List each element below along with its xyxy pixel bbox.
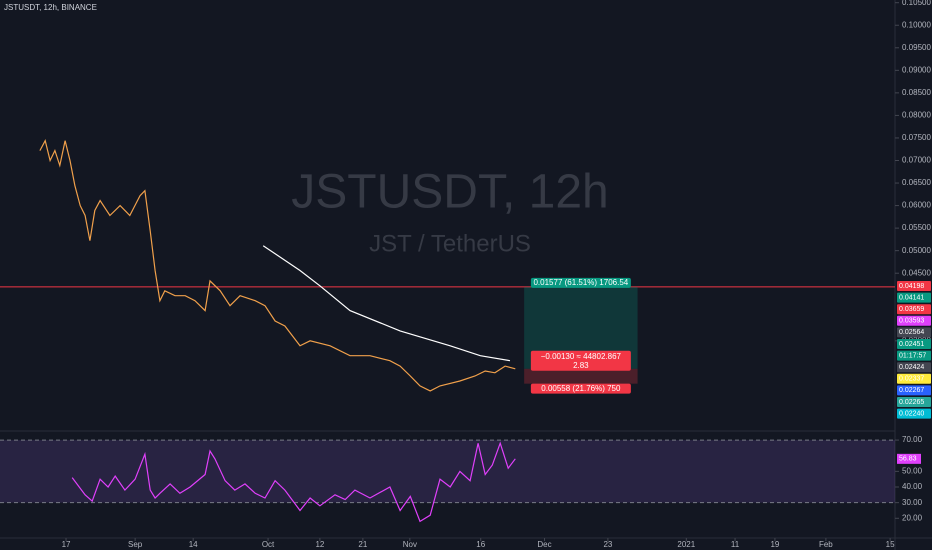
price-badge: 0.02451 <box>899 341 924 348</box>
price-line <box>262 245 511 362</box>
stop-label-bg <box>530 383 631 394</box>
x-tick-label: 19 <box>770 540 779 549</box>
y-tick-label: 0.06000 <box>902 201 931 210</box>
x-tick-label: Oct <box>262 540 275 549</box>
y-tick-label: 0.04500 <box>902 268 931 277</box>
price-badge-bg <box>897 408 931 419</box>
x-tick-label: 11 <box>731 540 740 549</box>
y-tick-label: 0.10500 <box>902 0 931 7</box>
watermark-name: JST / TetherUS <box>369 230 531 257</box>
price-badge-bg <box>897 327 931 338</box>
current-label-bg <box>530 350 631 371</box>
current-label: −0.00130 ≈ 44802.867 <box>541 352 622 361</box>
x-tick-label: 16 <box>476 540 485 549</box>
rsi-badge: 56.83 <box>899 456 917 463</box>
x-tick-label: 21 <box>358 540 367 549</box>
x-tick-label: Sep <box>128 540 143 549</box>
rsi-band <box>0 440 895 503</box>
y-tick-label: 0.05500 <box>902 223 931 232</box>
price-badge: 0.02424 <box>899 364 924 371</box>
y-tick-label: 0.08500 <box>902 88 931 97</box>
price-badge-bg <box>897 350 931 361</box>
x-tick-label: 15 <box>886 540 895 549</box>
rsi-tick-label: 40.00 <box>902 482 923 491</box>
x-tick-label: 17 <box>62 540 71 549</box>
rsi-tick-label: 70.00 <box>902 435 923 444</box>
rsi-badge-bg <box>897 453 921 464</box>
target-label: 0.01577 (61.51%) 1706.54 <box>533 278 628 287</box>
price-badge-bg <box>897 373 931 384</box>
price-badge: 0.02267 <box>899 387 924 394</box>
price-badge-bg <box>897 362 931 373</box>
ratio-label: 2.83 <box>573 361 589 370</box>
price-badge: 0.04198 <box>899 283 924 290</box>
stop-label: 0.00558 (21.76%) 750 <box>541 384 621 393</box>
y-tick-label: 0.10000 <box>902 20 931 29</box>
position-loss <box>524 368 638 384</box>
price-badge-bg <box>897 292 931 303</box>
x-tick-label: 23 <box>603 540 612 549</box>
y-tick-label: 0.08000 <box>902 111 931 120</box>
x-tick-label: 12 <box>315 540 324 549</box>
price-badge: 0.02240 <box>899 410 924 417</box>
price-badge-bg <box>897 281 931 291</box>
y-tick-label: 0.06500 <box>902 178 931 187</box>
price-badge-bg <box>897 385 931 396</box>
x-tick-label: Dec <box>537 540 551 549</box>
y-tick-label: 0.07000 <box>902 156 931 165</box>
price-line <box>39 139 516 392</box>
watermark-symbol: JSTUSDT, 12h <box>291 166 608 219</box>
price-badge: 0.02265 <box>899 399 924 406</box>
price-badge-bg <box>897 315 931 326</box>
x-tick-label: Feb <box>819 540 833 549</box>
price-badge: 0.02564 <box>899 329 924 336</box>
y-tick-label: 0.07500 <box>902 133 931 142</box>
x-tick-label: Nov <box>403 540 417 549</box>
price-line <box>71 441 516 523</box>
price-badge: 0.03593 <box>899 318 924 325</box>
price-badge: 0.02337 <box>899 376 924 383</box>
rsi-tick-label: 30.00 <box>902 498 923 507</box>
y-tick-label: 0.09000 <box>902 65 931 74</box>
price-badge: 0.03659 <box>899 306 924 313</box>
price-badge-bg <box>897 339 931 349</box>
price-badge: 0.04141 <box>899 294 924 301</box>
rsi-tick-label: 20.00 <box>902 513 923 522</box>
y-tick-label: 0.05000 <box>902 246 931 255</box>
price-badge-bg <box>897 397 931 407</box>
x-tick-label: 2021 <box>677 540 695 549</box>
price-badge: 01:17:57 <box>899 352 926 359</box>
y-tick-label: 0.09500 <box>902 43 931 52</box>
target-label-bg <box>530 277 631 288</box>
rsi-tick-label: 50.00 <box>902 466 923 475</box>
header: JSTUSDT, 12h, BINANCE <box>4 3 97 12</box>
x-tick-label: 14 <box>189 540 198 549</box>
price-badge-bg <box>897 304 931 315</box>
